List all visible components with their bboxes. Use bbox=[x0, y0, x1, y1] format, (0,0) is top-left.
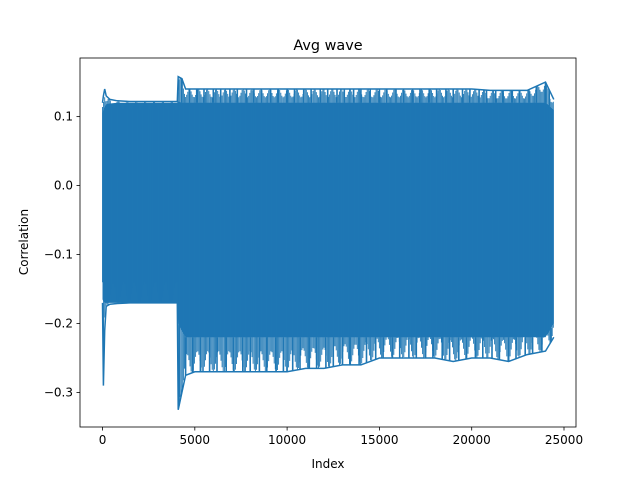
x-axis-ticks: 0 5000 10000 15000 20000 25000 bbox=[99, 427, 583, 447]
axes-frame bbox=[79, 57, 577, 428]
x-tick-label: 5000 bbox=[180, 433, 211, 447]
x-tick-label: 15000 bbox=[360, 433, 398, 447]
chart-title: Avg wave bbox=[293, 38, 362, 54]
y-tick-label: −0.3 bbox=[44, 386, 73, 400]
x-axis-label: Index bbox=[311, 457, 344, 471]
y-tick-label: 0.1 bbox=[54, 110, 73, 124]
x-tick-label: 20000 bbox=[453, 433, 491, 447]
y-tick-label: −0.2 bbox=[44, 317, 73, 331]
x-tick-label: 10000 bbox=[268, 433, 306, 447]
x-tick-label: 0 bbox=[99, 433, 107, 447]
plot-area bbox=[101, 75, 555, 410]
y-axis-label: Correlation bbox=[17, 209, 31, 275]
x-tick-label: 25000 bbox=[545, 433, 583, 447]
y-tick-label: 0.0 bbox=[54, 179, 73, 193]
y-axis-ticks: −0.3 −0.2 −0.1 0.0 0.1 bbox=[44, 110, 80, 400]
series-layer bbox=[101, 75, 555, 410]
y-tick-label: −0.1 bbox=[44, 248, 73, 262]
